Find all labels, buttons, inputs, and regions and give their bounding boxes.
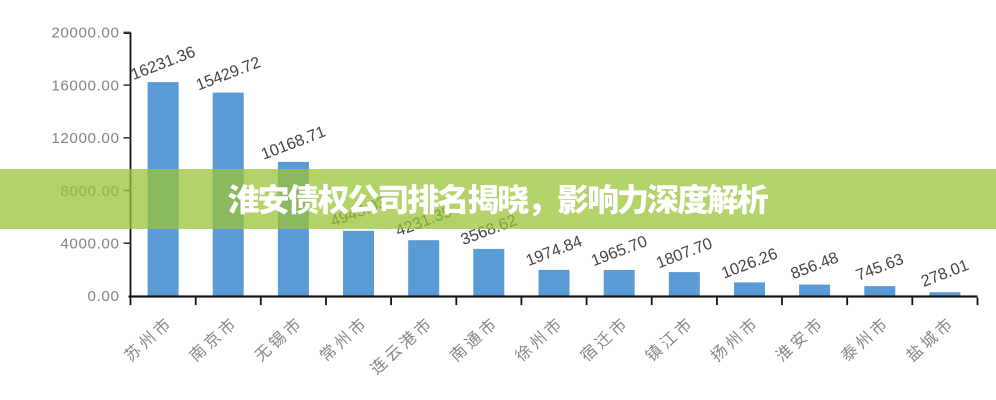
svg-text:12000.00: 12000.00: [51, 130, 119, 147]
svg-text:16000.00: 16000.00: [51, 77, 119, 94]
svg-text:1807.70: 1807.70: [654, 234, 715, 272]
svg-text:20000.00: 20000.00: [51, 25, 119, 42]
svg-text:16231.36: 16231.36: [128, 43, 197, 84]
svg-text:856.48: 856.48: [788, 249, 841, 284]
svg-text:1026.26: 1026.26: [719, 245, 780, 283]
svg-text:1974.84: 1974.84: [523, 232, 584, 270]
svg-text:745.63: 745.63: [853, 250, 906, 285]
svg-text:15429.72: 15429.72: [193, 53, 262, 94]
svg-text:4000.00: 4000.00: [60, 236, 119, 253]
svg-text:10168.71: 10168.71: [259, 123, 328, 164]
svg-text:1965.70: 1965.70: [589, 232, 650, 270]
svg-text:278.01: 278.01: [919, 256, 972, 291]
svg-text:0.00: 0.00: [88, 288, 120, 305]
